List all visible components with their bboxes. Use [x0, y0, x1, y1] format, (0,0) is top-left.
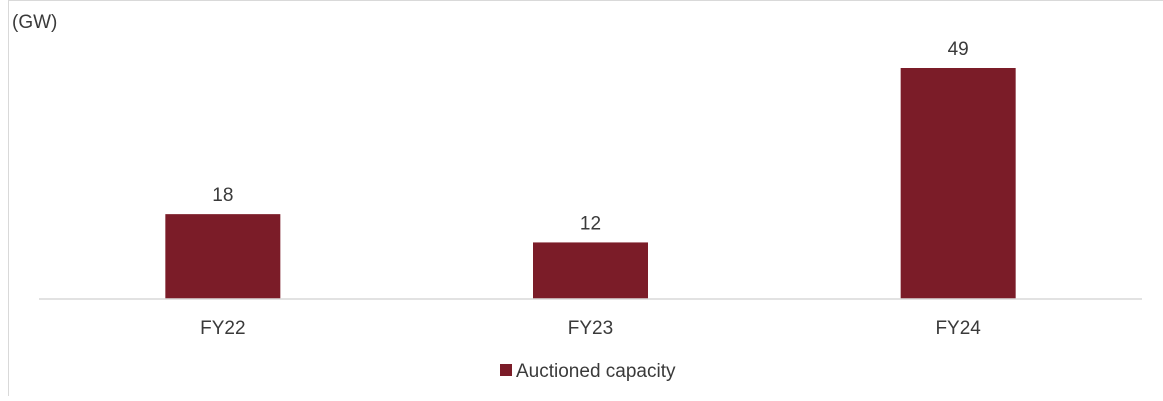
- data-label-fy24: 49: [948, 39, 969, 60]
- bar-fy22: [165, 214, 281, 299]
- chart-frame: (GW) 18 12 49 FY22 FY23 FY24 Auctioned capac…: [8, 0, 1163, 396]
- legend: Auctioned capacity: [500, 361, 676, 382]
- legend-swatch: [500, 364, 512, 376]
- bar-fy23: [533, 242, 648, 299]
- unit-label: (GW): [12, 12, 57, 33]
- bars-group: 18 12 49: [165, 39, 1016, 299]
- x-tick-labels: FY22 FY23 FY24: [200, 318, 981, 339]
- legend-label: Auctioned capacity: [516, 361, 676, 382]
- data-label-fy23: 12: [580, 213, 601, 234]
- x-tick-label-fy22: FY22: [200, 318, 245, 339]
- data-label-fy22: 18: [212, 185, 233, 206]
- chart: (GW) 18 12 49 FY22 FY23 FY24 Auctioned capac…: [12, 12, 1142, 382]
- x-tick-label-fy23: FY23: [568, 318, 613, 339]
- bar-fy24: [900, 68, 1016, 299]
- x-tick-label-fy24: FY24: [935, 318, 981, 339]
